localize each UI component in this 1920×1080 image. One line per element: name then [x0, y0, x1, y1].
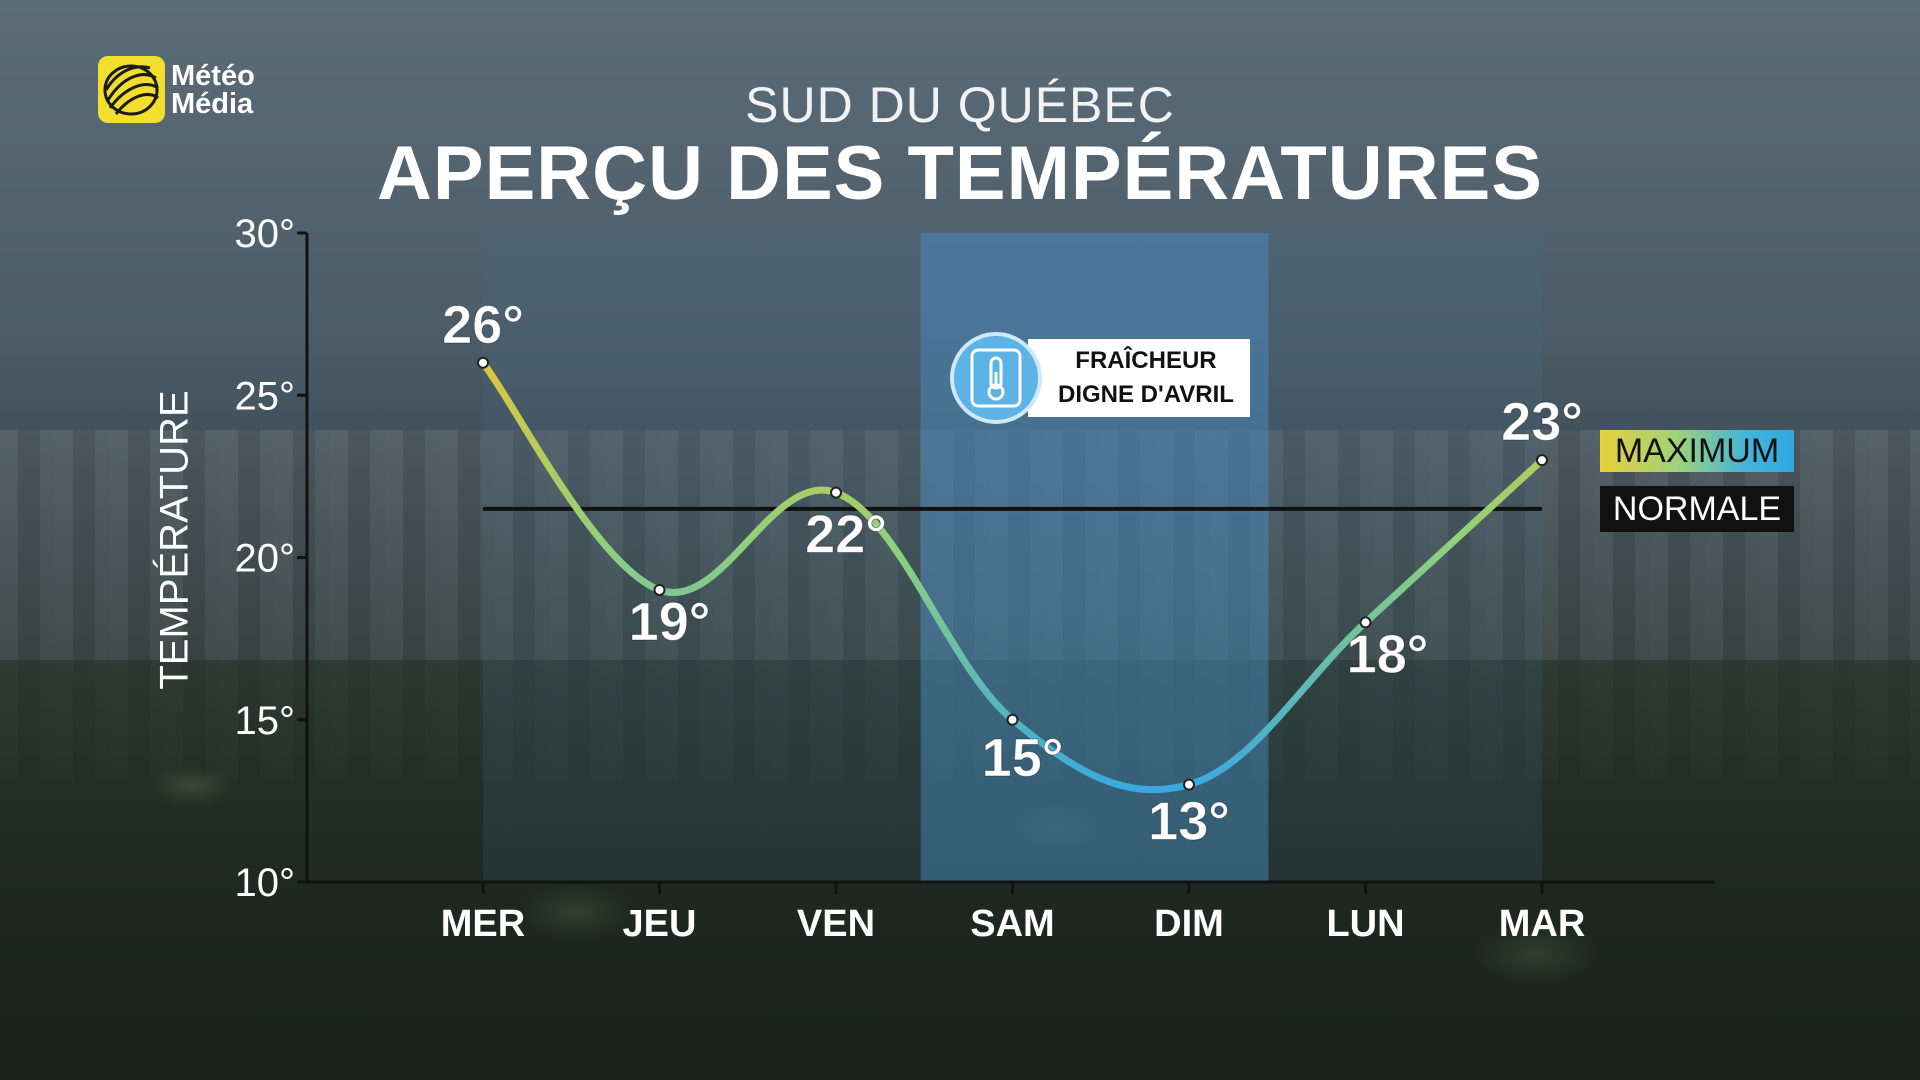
foliage — [0, 660, 1920, 1080]
x-tick-label: JEU — [623, 903, 697, 945]
y-tick-label: 15° — [235, 699, 296, 743]
annotation-badge: FRAÎCHEUR DIGNE D'AVRIL — [950, 332, 1250, 424]
data-point — [477, 356, 489, 369]
data-point — [1359, 616, 1372, 629]
page-subtitle: SUD DU QUÉBEC — [745, 77, 1175, 133]
data-point — [830, 486, 842, 499]
y-tick-label: 20° — [235, 537, 296, 581]
brand-name-line2: Média — [171, 87, 254, 120]
thermometer-icon — [950, 332, 1042, 424]
x-tick-label: MAR — [1499, 903, 1586, 945]
legend-normale: NORMALE — [1600, 486, 1794, 532]
data-label: 19° — [629, 592, 711, 652]
annotation-line2: DIGNE D'AVRIL — [1058, 381, 1234, 408]
data-point — [1183, 778, 1195, 791]
page-title: APERÇU DES TEMPÉRATURES — [377, 131, 1543, 216]
data-label: 15° — [982, 728, 1064, 788]
data-point — [653, 583, 666, 596]
annotation-line1: FRAÎCHEUR — [1075, 347, 1217, 374]
legend-maximum: MAXIMUM — [1600, 430, 1794, 472]
x-tick-label: VEN — [797, 903, 875, 945]
y-tick-label: 25° — [235, 374, 296, 418]
globe-icon — [98, 56, 165, 123]
data-point — [1006, 713, 1019, 726]
x-tick-label: LUN — [1326, 903, 1404, 945]
highlight-band — [920, 233, 1269, 882]
x-tick-label: SAM — [970, 903, 1054, 945]
x-tick-label: MER — [441, 903, 525, 945]
y-tick-label: 30° — [235, 212, 296, 256]
data-label: 22° — [805, 505, 887, 565]
data-label: 26° — [442, 295, 524, 355]
data-label: 18° — [1347, 624, 1429, 684]
y-tick-label: 10° — [235, 861, 296, 905]
brand-name-line1: Météo — [171, 59, 255, 92]
brand-logo: Météo Média — [98, 56, 255, 123]
data-label: 13° — [1148, 792, 1230, 852]
data-label: 23° — [1501, 392, 1583, 452]
data-point — [1536, 454, 1548, 467]
annotation-text: FRAÎCHEUR DIGNE D'AVRIL — [1028, 339, 1250, 417]
x-tick-label: DIM — [1154, 903, 1224, 945]
